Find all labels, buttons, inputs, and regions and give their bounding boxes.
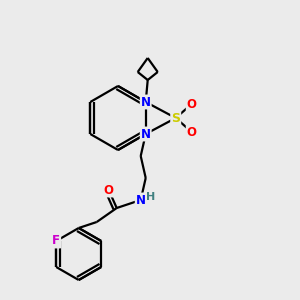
Text: O: O (187, 125, 197, 139)
Text: O: O (187, 98, 197, 110)
Text: O: O (104, 184, 114, 196)
Text: F: F (52, 235, 60, 248)
Text: H: H (146, 192, 155, 202)
Text: S: S (171, 112, 180, 124)
Text: N: N (136, 194, 146, 206)
Text: N: N (141, 95, 151, 109)
Text: N: N (141, 128, 151, 140)
